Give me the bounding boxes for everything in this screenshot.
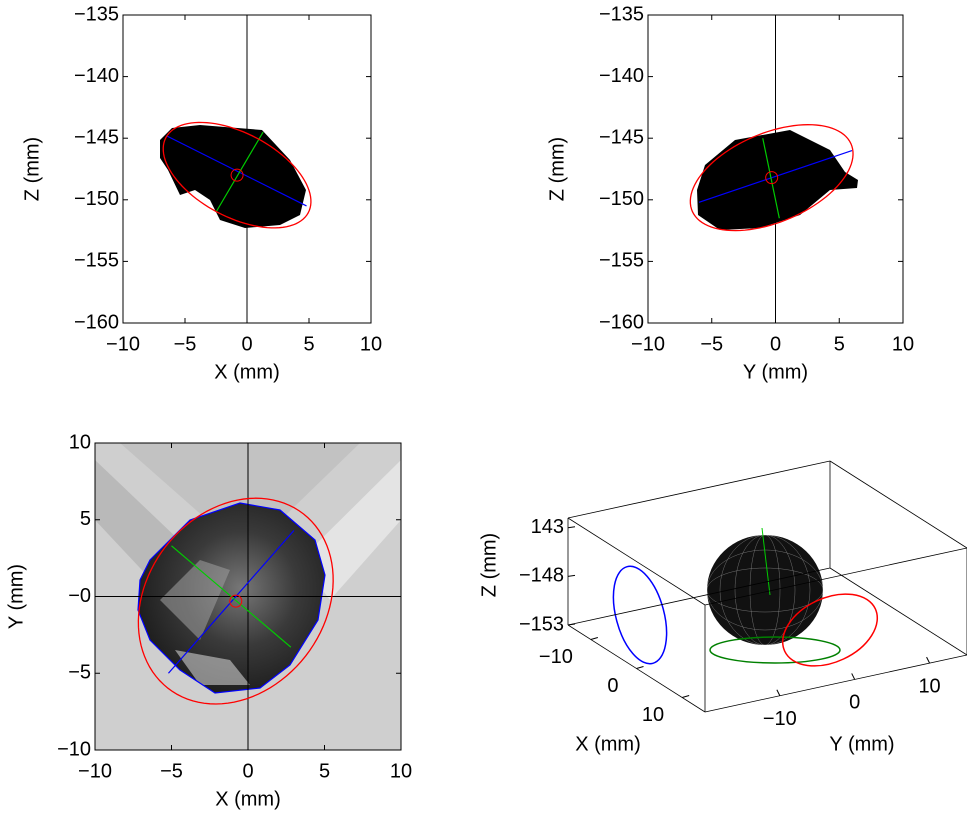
y-tick-label: 5: [80, 508, 91, 530]
y-axis-label: Y (mm): [829, 733, 894, 755]
x-axis-label: X (mm): [215, 788, 281, 810]
center-marker: [765, 171, 779, 185]
x-tick-label: 5: [303, 333, 314, 355]
y-tick: [776, 689, 781, 696]
x-axis-label: Y (mm): [743, 361, 808, 383]
x-axis-label: X (mm): [575, 733, 641, 755]
box-edge: [567, 460, 831, 519]
x-tick-label: −5: [160, 760, 183, 782]
y-tick-label: −140: [74, 65, 119, 87]
y-tick-label: −160: [599, 311, 644, 333]
box-edge: [829, 460, 967, 549]
y-tick-label: 0: [849, 692, 860, 714]
z-tick-label: −148: [519, 565, 564, 587]
z-tick: [567, 526, 576, 529]
box-edge: [567, 567, 831, 626]
z-tick: [567, 574, 576, 577]
x-tick-label: −5: [700, 333, 723, 355]
y-axis-label: Z (mm): [546, 137, 568, 201]
silhouette: [160, 125, 306, 228]
x-tick-label: 0: [770, 333, 781, 355]
fit-ellipse: [689, 124, 854, 232]
y-tick-label: 10: [69, 431, 91, 453]
y-tick: [851, 673, 856, 680]
box-edge: [704, 547, 967, 606]
x-tick-label: 5: [834, 333, 845, 355]
x-tick-label: 0: [607, 675, 618, 697]
x-tick: [682, 695, 690, 698]
z-tick: [567, 623, 576, 626]
y-tick-label: −5: [68, 662, 91, 684]
axis-line: [167, 530, 295, 674]
y-tick-label: 10: [918, 675, 940, 697]
box-edge: [567, 517, 706, 606]
axis-line: [166, 135, 307, 207]
axis-line: [171, 545, 292, 648]
y-axis-label: Y (mm): [5, 564, 27, 629]
x-axis-label: X (mm): [214, 361, 280, 383]
y-tick-label: −155: [599, 250, 644, 272]
x-tick-label: −5: [174, 333, 197, 355]
fit-ellipse: [162, 121, 312, 229]
x-tick-label: −10: [631, 333, 665, 355]
x-tick-label: 10: [360, 333, 382, 355]
x-tick-label: 0: [241, 333, 252, 355]
axis-line: [698, 149, 853, 203]
x-tick-label: 10: [642, 704, 664, 726]
y-tick-label: −160: [74, 311, 119, 333]
z-axis-label: Z (mm): [478, 533, 500, 597]
x-tick-label: −10: [106, 333, 140, 355]
axis-line: [762, 138, 780, 219]
center-marker: [230, 168, 244, 182]
x-tick-label: −10: [539, 646, 573, 668]
y-tick-label: −135: [599, 3, 644, 25]
x-tick-label: 10: [892, 333, 914, 355]
y-tick-label: −145: [599, 126, 644, 148]
y-tick-label: −150: [599, 188, 644, 210]
y-tick-label: −0: [68, 585, 91, 607]
y-tick-label: −140: [599, 65, 644, 87]
ellipsoid-view: [612, 527, 879, 667]
x-tick: [590, 637, 598, 640]
y-tick-label: −135: [74, 3, 119, 25]
z-tick-label: 143: [531, 516, 564, 538]
center-marker: [229, 594, 243, 608]
y-tick-label: −150: [74, 188, 119, 210]
x-tick-label: 0: [242, 760, 253, 782]
x-tick-label: −10: [78, 760, 112, 782]
axis-line: [215, 131, 264, 213]
y-tick-label: −10: [763, 708, 797, 730]
box-edge: [704, 654, 967, 713]
z-tick-label: −153: [519, 613, 564, 635]
y-tick-label: −145: [74, 126, 119, 148]
box-edge: [829, 567, 967, 656]
y-tick: [926, 656, 931, 664]
x-tick-label: 5: [319, 760, 330, 782]
fit-ellipse: [137, 497, 334, 705]
y-axis-label: Z (mm): [21, 137, 43, 201]
x-tick-label: 10: [390, 760, 412, 782]
x-tick: [636, 666, 644, 669]
y-tick-label: −155: [74, 250, 119, 272]
y-tick-label: −10: [57, 738, 91, 760]
